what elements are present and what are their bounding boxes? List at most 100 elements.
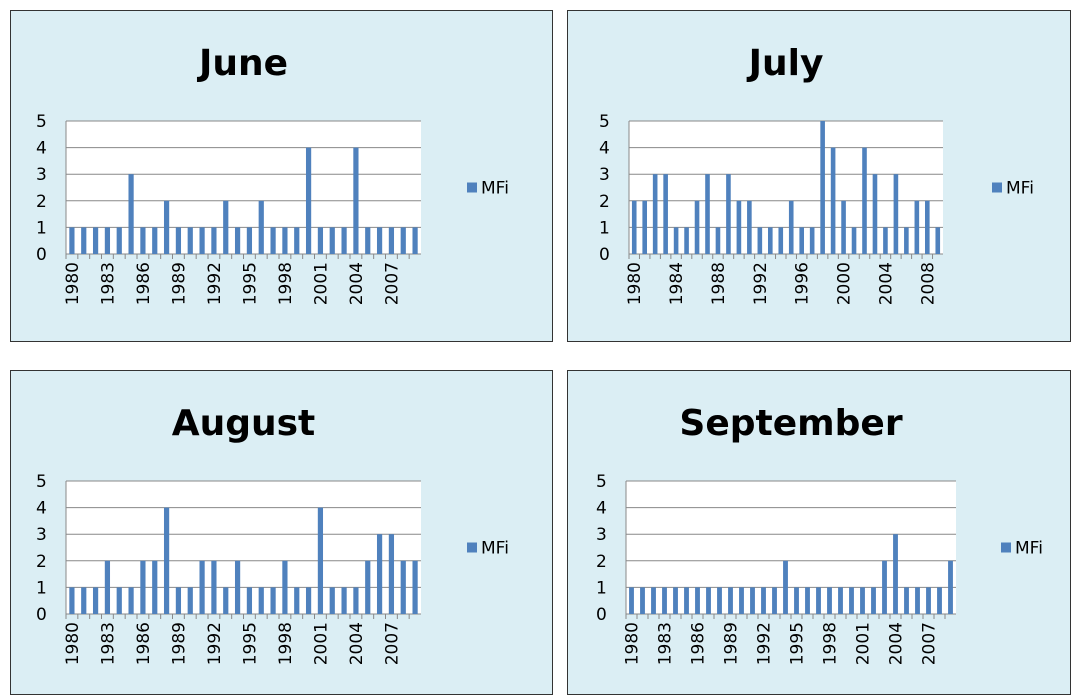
bar [838,587,843,614]
bar [862,147,867,254]
plot-area [629,121,943,254]
chart-panel: September 0 1 2 3 4 5 1980 1983 1986 1989 1992 1995 1… [567,370,1071,695]
x-tick-label: 1983 [656,622,676,665]
x-tick-label: 1983 [98,262,118,305]
bar [767,227,773,254]
x-tick-label: 1992 [205,262,225,305]
y-tick-label: 2 [36,552,47,572]
bar [915,587,920,614]
x-tick-label: 1989 [169,622,189,665]
y-tick-label: 4 [36,139,47,159]
bar [893,174,899,254]
bar [640,587,645,614]
bar [305,147,312,254]
x-tick-label: 1989 [722,622,742,665]
bar [799,227,805,254]
bar [92,587,99,614]
bar [317,227,324,254]
bar [152,227,158,254]
y-tick-label: 2 [596,552,607,572]
x-tick-label: 1992 [751,262,771,305]
y-tick-label: 4 [596,499,607,519]
x-tick-label: 1992 [205,622,225,665]
legend-swatch [1001,542,1011,553]
bar [223,200,229,254]
bar [871,587,876,614]
bar [717,587,722,614]
bar [128,174,134,254]
legend-swatch [992,182,1002,193]
bar [673,227,679,254]
chart: September 0 1 2 3 4 5 1980 1983 1986 1989 1992 1995 1… [596,403,1043,665]
y-tick-label: 2 [36,192,47,212]
bar [412,560,418,614]
bar [365,560,371,614]
bar [258,587,264,614]
bar [778,227,784,254]
bar [642,200,648,254]
bar [809,227,815,254]
bar [830,147,836,254]
y-tick-label: 4 [36,499,47,519]
bar [663,174,668,254]
bar [175,227,182,254]
y-tick-label: 1 [36,218,47,238]
bar [104,227,111,254]
bar [883,227,888,254]
y-tick-label: 1 [36,578,47,598]
bar [827,587,832,614]
x-tick-label: 1980 [63,262,83,305]
bar [365,227,371,254]
bar [199,560,205,614]
bar [305,587,312,614]
x-tick-label: 2001 [311,262,331,305]
bar [761,587,766,614]
x-tick-label: 1980 [63,622,83,665]
x-tick-label: 2007 [382,262,402,305]
bar [187,587,193,614]
bar [341,227,347,254]
bar [629,587,634,614]
bar [211,227,217,254]
bar [211,560,217,614]
x-tick-label: 1986 [134,622,154,665]
bar [81,587,87,614]
bar [904,587,909,614]
bar [820,121,825,254]
legend-label: MFi [481,539,509,559]
x-tick-label: 2007 [382,622,402,665]
chart-title: September [679,403,902,444]
x-tick-label: 1992 [755,622,775,665]
bar [851,227,857,254]
bar [270,587,276,614]
chart-panel: August 0 1 2 3 4 5 1980 1983 1986 1989 1992 1995 1998… [10,370,553,695]
bar [270,227,276,254]
bar [329,587,335,614]
bar [935,227,941,254]
y-tick-label: 1 [599,218,610,238]
bar [116,587,122,614]
bar [926,587,931,614]
y-tick-label: 0 [36,605,47,625]
bar [187,227,193,254]
x-tick-label: 2001 [854,622,874,665]
bar [329,227,335,254]
x-tick-label: 1989 [169,262,189,305]
bar [116,227,122,254]
x-tick-label: 1998 [276,622,296,665]
bar [904,227,909,254]
x-tick-label: 2001 [311,622,331,665]
chart-title: August [172,403,316,444]
legend-label: MFi [1006,179,1034,199]
bar [388,534,395,614]
bar [794,587,799,614]
bar [175,587,182,614]
bar [757,227,763,254]
bar [388,227,395,254]
bar [341,587,347,614]
bar [948,560,953,614]
x-tick-label: 2004 [347,262,367,305]
bar [353,587,359,614]
bar [92,227,99,254]
